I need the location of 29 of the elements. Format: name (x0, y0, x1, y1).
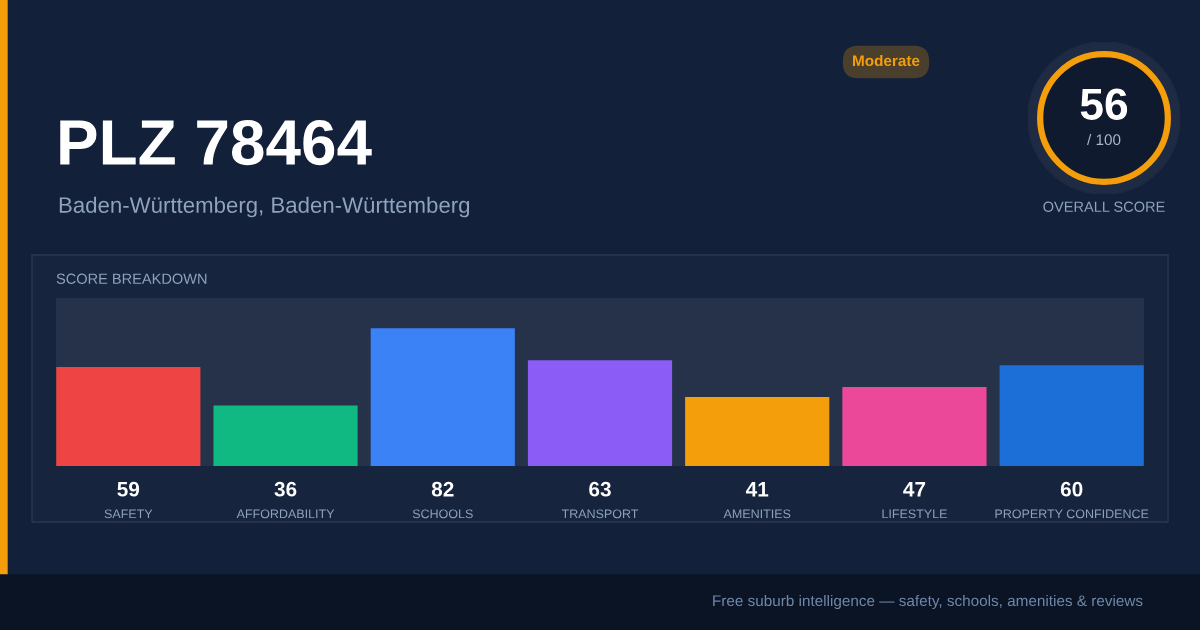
data-label: 82 (431, 481, 454, 497)
data-label: 63 (589, 481, 611, 497)
text: Free suburb intelligence — safety, schools, amenities & reviews (713, 594, 1143, 610)
bar (999, 365, 1144, 466)
x-tick-label: SCHOOLS (412, 509, 473, 519)
text: 56 (1080, 88, 1128, 120)
x-tick-label: AFFORDABILITY (236, 509, 335, 519)
x-tick-label: AMENITIES (723, 509, 791, 519)
bar (842, 387, 987, 466)
bar (213, 405, 358, 466)
text: OVERALL SCORE (1043, 201, 1165, 212)
x-tick-label: PROPERTY CONFIDENCE (995, 509, 1149, 519)
data-label: 59 (117, 481, 140, 497)
bar (527, 360, 673, 466)
text: SCORE BREAKDOWN (56, 273, 207, 284)
chart-title: PLZ 78464 (60, 119, 372, 166)
data-label: 41 (745, 482, 769, 497)
data-label: 60 (1060, 481, 1083, 497)
x-tick-label: TRANSPORT (561, 509, 639, 519)
text: Moderate (853, 54, 920, 67)
data-label: 36 (274, 481, 297, 497)
x-tick-label: SAFETY (104, 509, 153, 519)
text: / 100 (1087, 133, 1121, 146)
bar (685, 397, 830, 466)
bar (370, 328, 515, 466)
x-tick-label: LIFESTYLE (882, 509, 947, 519)
chart-subtitle: Baden-Württemberg, Baden-Württemberg (59, 196, 470, 218)
data-label: 47 (903, 482, 926, 497)
bar (56, 366, 201, 466)
